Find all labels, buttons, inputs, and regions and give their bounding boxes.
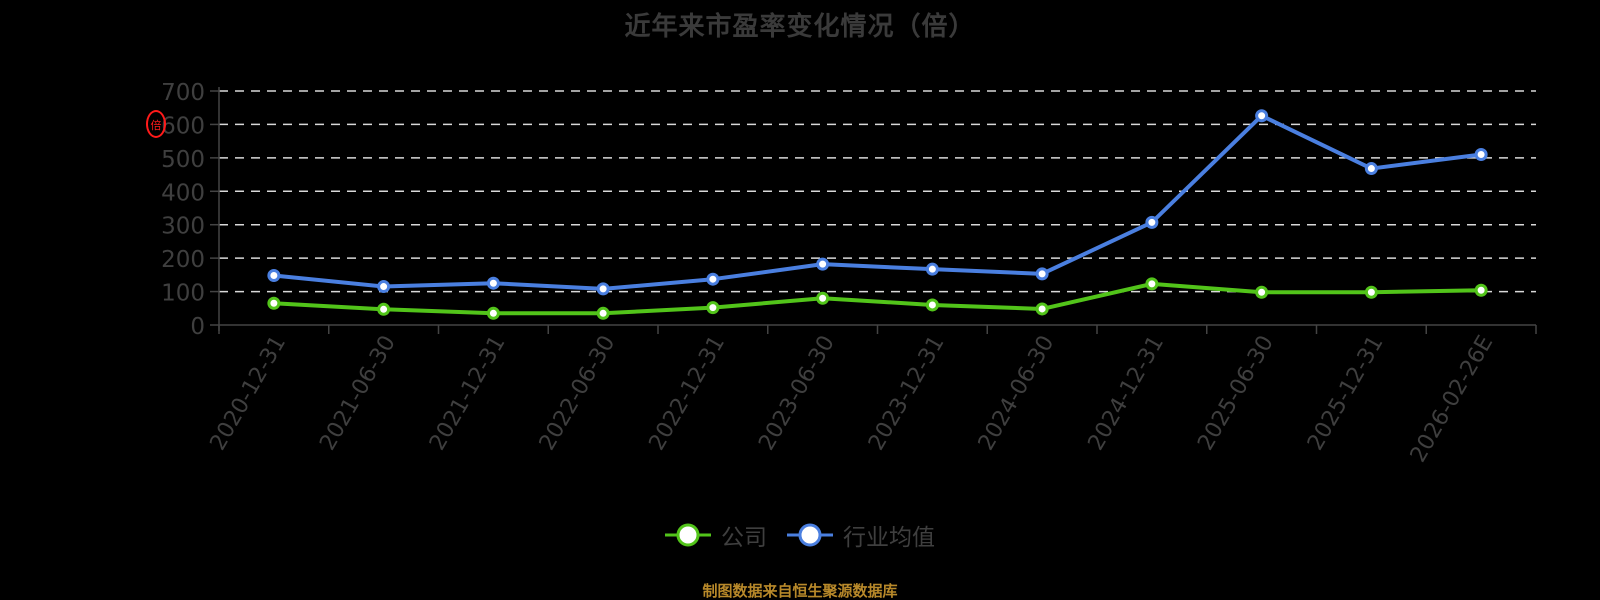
industry-data-point[interactable]: [377, 280, 391, 294]
y-tick-label: 700: [161, 80, 205, 106]
industry-data-point[interactable]: [267, 269, 281, 283]
x-tick-label: 2024-12-31: [1083, 332, 1169, 455]
legend-company-marker-icon: [665, 523, 711, 547]
industry-avg-pe-line: [273, 113, 1482, 291]
industry-data-point[interactable]: [1255, 109, 1269, 123]
y-tick-label: 200: [161, 247, 205, 273]
chart-legend: 公司 行业均值: [0, 518, 1600, 552]
company-data-point[interactable]: [1255, 285, 1269, 299]
industry-data-point[interactable]: [596, 282, 610, 296]
industry-data-point[interactable]: [816, 257, 830, 271]
x-tick-label: 2023-06-30: [754, 332, 840, 455]
legend-label-industry-average: 行业均值: [843, 525, 935, 551]
x-tick-label: 2025-06-30: [1193, 332, 1279, 455]
industry-data-point[interactable]: [1474, 148, 1488, 162]
industry-data-point[interactable]: [706, 272, 720, 286]
x-tick-label: 2022-12-31: [644, 332, 730, 455]
x-tick-label: 2023-12-31: [864, 332, 950, 455]
company-data-point[interactable]: [816, 291, 830, 305]
company-data-point[interactable]: [596, 306, 610, 320]
y-tick-label: 600: [161, 113, 205, 139]
y-tick-label: 500: [161, 147, 205, 173]
company-data-point[interactable]: [1364, 285, 1378, 299]
company-data-point[interactable]: [1474, 283, 1488, 297]
x-tick-label: 2025-12-31: [1303, 332, 1389, 455]
y-tick-label: 300: [161, 214, 205, 240]
x-tick-label: 2026-02-26E: [1406, 332, 1499, 467]
industry-data-point[interactable]: [925, 262, 939, 276]
company-data-point[interactable]: [1035, 302, 1049, 316]
legend-label-company: 公司: [721, 525, 767, 551]
x-tick-label: 2021-12-31: [425, 332, 511, 455]
company-data-point[interactable]: [267, 296, 281, 310]
legend-item-company[interactable]: 公司: [665, 518, 767, 552]
company-data-point[interactable]: [1145, 277, 1159, 291]
company-data-point[interactable]: [925, 298, 939, 312]
y-tick-label: 400: [161, 180, 205, 206]
chart-title: 近年来市盈率变化情况（倍）: [624, 12, 976, 42]
y-tick-label: 100: [161, 281, 205, 307]
x-tick-label: 2024-06-30: [974, 332, 1060, 455]
company-pe-line: [273, 281, 1482, 316]
x-tick-label: 2022-06-30: [535, 332, 621, 455]
industry-data-point[interactable]: [1364, 162, 1378, 176]
x-tick-label: 2021-06-30: [315, 332, 401, 455]
y-axis-unit-mark: 倍: [146, 110, 166, 138]
legend-industry-marker-icon: [787, 523, 833, 547]
company-data-point[interactable]: [706, 301, 720, 315]
company-data-point[interactable]: [486, 306, 500, 320]
industry-data-point[interactable]: [1035, 267, 1049, 281]
company-data-point[interactable]: [377, 302, 391, 316]
y-tick-label: 0: [190, 314, 205, 340]
legend-item-industry-average[interactable]: 行业均值: [787, 518, 935, 552]
x-tick-label: 2020-12-31: [205, 332, 291, 455]
data-source-note: 制图数据来自恒生聚源数据库: [702, 582, 898, 600]
industry-data-point[interactable]: [1145, 215, 1159, 229]
industry-data-point[interactable]: [486, 276, 500, 290]
